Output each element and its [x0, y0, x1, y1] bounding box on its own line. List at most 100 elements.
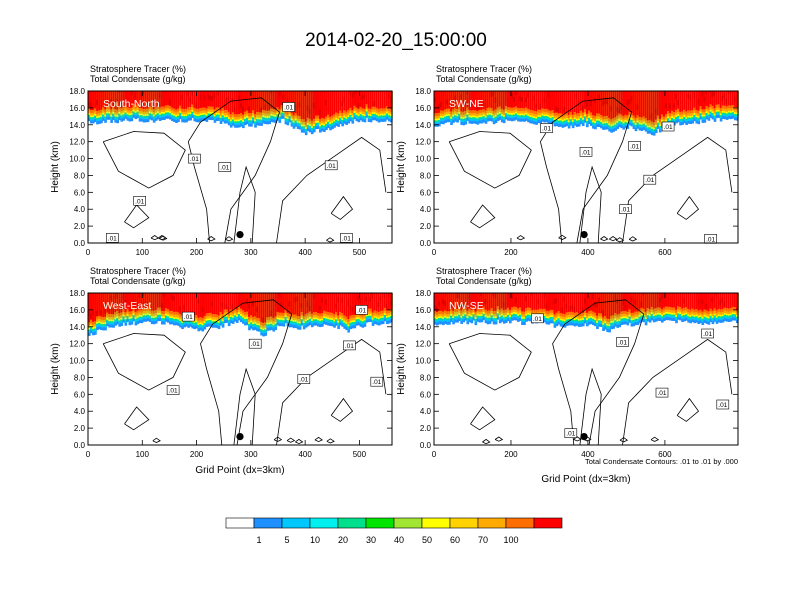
- contour-label: .01: [533, 316, 542, 323]
- contour-labels: .01 .01 .01 .01 .01 .01 .01: [540, 121, 717, 244]
- panel-1-subtitle-tracer: Stratosphere Tracer (%): [90, 64, 187, 74]
- contour-label-box: [370, 376, 384, 387]
- contour-label: .01: [657, 390, 666, 397]
- contour-line: [276, 136, 387, 244]
- y-tick-label: 16.0: [415, 306, 431, 315]
- colorbar-label: 5: [284, 535, 289, 545]
- panel-3-subtitle-condensate: Total Condensate (g/kg): [90, 276, 186, 286]
- panel-4-subtitle-condensate: Total Condensate (g/kg): [436, 276, 532, 286]
- contour-label-box: [106, 233, 119, 243]
- contour-line: [150, 235, 160, 241]
- panel-2: .01 .01 .01 .01 .01 .01 .01 SW-NE 0.0 2.0 4.0 6.0 8.…: [396, 87, 739, 257]
- axes: 0.0 2.0 4.0 6.0 8.0 10.0 12.0 14.0 16.0 18.0 0 100 2…: [50, 87, 392, 257]
- contour-label: .01: [342, 235, 351, 242]
- contour-line: [152, 437, 161, 443]
- colorbar-swatch: [421, 517, 451, 529]
- location-marker: [236, 231, 244, 239]
- contour-label-box: [343, 340, 356, 351]
- contour-label: .01: [664, 124, 673, 131]
- contour-label: .01: [566, 431, 575, 438]
- contour-label: .01: [190, 156, 199, 163]
- contour-line: [314, 436, 323, 443]
- x-tick-label: 600: [658, 248, 672, 257]
- y-tick-label: 12.0: [69, 138, 85, 147]
- colorbar-swatch: [449, 517, 479, 529]
- y-tick-label: 14.0: [69, 121, 85, 130]
- y-tick-label: 10.0: [69, 357, 85, 366]
- contour-label: .01: [703, 331, 712, 338]
- colorbar: 1 5 10 20 30 40 50 60 70 100: [225, 517, 563, 545]
- x-tick-label: 0: [86, 248, 91, 257]
- contour-label-box: [133, 196, 146, 206]
- y-axis-label: Height (km): [396, 141, 407, 193]
- contour-line: [470, 406, 496, 431]
- x-tick-label: 500: [353, 248, 367, 257]
- contour-label-box: [166, 385, 180, 395]
- contour-line: [558, 234, 567, 240]
- contour-line: [600, 236, 609, 242]
- contour-label-box: [355, 305, 368, 315]
- plot-frame: [87, 90, 393, 244]
- y-tick-label: 0.0: [74, 441, 86, 450]
- contour-line: [326, 438, 335, 444]
- x-tick-label: 0: [432, 248, 437, 257]
- colorbar-label: 10: [310, 535, 320, 545]
- y-tick-label: 12.0: [415, 138, 431, 147]
- y-tick-label: 0.0: [420, 441, 432, 450]
- y-tick-label: 10.0: [415, 155, 431, 164]
- y-tick-label: 6.0: [74, 188, 86, 197]
- x-axis-label: Grid Point (dx=3km): [541, 474, 630, 485]
- plot-frame: [433, 292, 739, 446]
- contour-label-box: [579, 147, 593, 157]
- contour-label: .01: [284, 105, 293, 112]
- y-tick-label: 0.0: [74, 239, 86, 248]
- y-tick-label: 2.0: [74, 424, 86, 433]
- contour-line: [330, 397, 354, 422]
- colorbar-label: 40: [394, 535, 404, 545]
- contour-line: [622, 136, 733, 244]
- contour-label: .01: [581, 149, 590, 156]
- y-axis-label: Height (km): [50, 343, 61, 395]
- axes: 0.0 2.0 4.0 6.0 8.0 10.0 12.0 14.0 16.0 18.0 0 200 4…: [396, 87, 738, 257]
- contour-label-box: [282, 102, 295, 112]
- colorbar-swatch: [253, 517, 283, 529]
- contour-line: [295, 438, 304, 445]
- contour-line: [676, 397, 700, 422]
- contour-line: [330, 195, 354, 220]
- contour-line: [676, 195, 700, 220]
- panel-3: .01 .01 .01 .01 .01 .01 .01 West-East 0.0 2.0 4.0 6…: [50, 289, 393, 476]
- y-tick-label: 0.0: [420, 239, 432, 248]
- contour-label: .01: [542, 126, 551, 133]
- contour-label: .01: [220, 165, 229, 172]
- contour-footnote: Total Condensate Contours: .01 to .01 by…: [585, 457, 738, 466]
- x-tick-label: 600: [658, 450, 672, 459]
- x-tick-label: 500: [353, 450, 367, 459]
- contour-label: .01: [621, 207, 630, 214]
- contour-label: .01: [618, 340, 627, 347]
- panel-1-subtitle-condensate: Total Condensate (g/kg): [90, 74, 186, 84]
- axes: 0.0 2.0 4.0 6.0 8.0 10.0 12.0 14.0 16.0 18.0 0 200 4…: [396, 289, 738, 485]
- colorbar-swatch: [309, 517, 339, 529]
- contour-label-box: [248, 338, 262, 349]
- panel-4-header: Stratosphere Tracer (%) Total Condensate…: [436, 266, 532, 286]
- y-tick-label: 4.0: [74, 407, 86, 416]
- y-tick-label: 14.0: [415, 323, 431, 332]
- contour-label-box: [643, 174, 657, 185]
- y-tick-label: 16.0: [415, 104, 431, 113]
- y-tick-label: 6.0: [420, 188, 432, 197]
- axes: 0.0 2.0 4.0 6.0 8.0 10.0 12.0 14.0 16.0 18.0 0 100 2…: [50, 289, 392, 476]
- condensate-contours: [102, 97, 387, 244]
- contour-label: .01: [372, 379, 381, 386]
- x-tick-label: 200: [504, 248, 518, 257]
- contour-label-box: [324, 160, 338, 171]
- x-tick-label: 300: [244, 248, 258, 257]
- y-tick-label: 8.0: [420, 171, 432, 180]
- panel-1: .01 .01 .01 .01 .01 .01 .01 South-North 0.0 2.0 4.…: [50, 87, 393, 257]
- colorbar-label: 30: [366, 535, 376, 545]
- contour-label: .01: [108, 235, 117, 242]
- figure-title: 2014-02-20_15:00:00: [305, 30, 487, 51]
- y-tick-label: 6.0: [74, 390, 86, 399]
- contour-line: [233, 367, 256, 446]
- location-marker: [236, 433, 244, 441]
